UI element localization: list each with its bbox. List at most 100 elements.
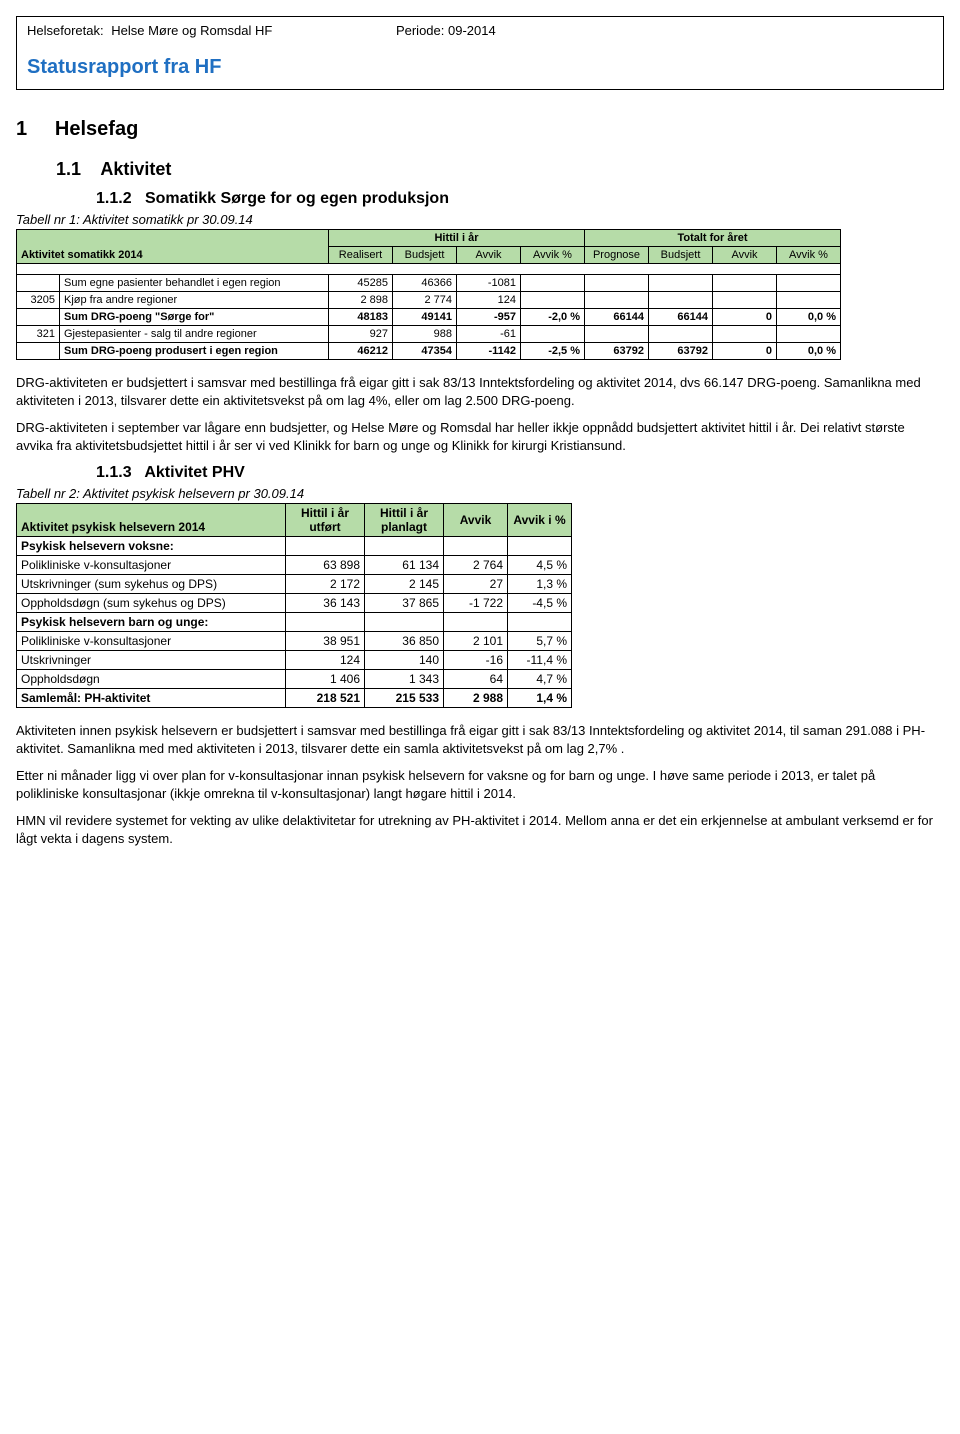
period-value: 09-2014 — [448, 23, 496, 38]
table-cell: 61 134 — [365, 556, 444, 575]
table-cell: 2 172 — [286, 575, 365, 594]
table-cell: 66144 — [649, 309, 713, 326]
table-row: Sum egne pasienter behandlet i egen regi… — [17, 275, 841, 292]
table-cell: 63792 — [649, 343, 713, 360]
table-1-col-7: Avvik % — [777, 247, 841, 264]
table-cell — [17, 309, 60, 326]
table-cell: Sum DRG-poeng produsert i egen region — [60, 343, 329, 360]
table-cell: -2,0 % — [521, 309, 585, 326]
table-cell: -2,5 % — [521, 343, 585, 360]
table-cell: 0 — [713, 343, 777, 360]
table-cell — [508, 613, 572, 632]
table-cell: 64 — [444, 670, 508, 689]
table-cell: 4,5 % — [508, 556, 572, 575]
table-cell — [521, 275, 585, 292]
table-cell — [649, 326, 713, 343]
table-cell: 321 — [17, 326, 60, 343]
table-cell — [286, 537, 365, 556]
table-row: Samlemål: PH-aktivitet218 521215 5332 98… — [17, 689, 572, 708]
table-cell: Oppholdsdøgn (sum sykehus og DPS) — [17, 594, 286, 613]
table-cell — [444, 613, 508, 632]
table-cell: -957 — [457, 309, 521, 326]
org-label: Helseforetak: — [27, 23, 104, 38]
table-row: Polikliniske v-konsultasjoner38 95136 85… — [17, 632, 572, 651]
table-cell: 140 — [365, 651, 444, 670]
table-row: Polikliniske v-konsultasjoner63 89861 13… — [17, 556, 572, 575]
table-cell — [585, 292, 649, 309]
table-cell — [508, 537, 572, 556]
table-cell — [713, 292, 777, 309]
table-cell: 124 — [286, 651, 365, 670]
table-cell: 2 988 — [444, 689, 508, 708]
table-cell: -4,5 % — [508, 594, 572, 613]
header-meta-line: Helseforetak: Helse Møre og Romsdal HF P… — [27, 23, 933, 38]
table-row: Psykisk helsevern voksne: — [17, 537, 572, 556]
table-cell — [521, 292, 585, 309]
table-cell: Psykisk helsevern voksne: — [17, 537, 286, 556]
table-1-col-3: Avvik % — [521, 247, 585, 264]
table-cell — [585, 275, 649, 292]
table-cell — [365, 613, 444, 632]
table-row: Psykisk helsevern barn og unge: — [17, 613, 572, 632]
subsub-1-1-3-number: 1.1.3 — [96, 464, 132, 481]
subsub-1-1-2-title: Somatikk Sørge for og egen produksjon — [145, 190, 449, 207]
table-row: Utskrivninger124140-16-11,4 % — [17, 651, 572, 670]
table-cell: 988 — [393, 326, 457, 343]
table-cell: 0,0 % — [777, 343, 841, 360]
table-2-main-label: Aktivitet psykisk helsevern 2014 — [17, 504, 286, 537]
table-cell: 5,7 % — [508, 632, 572, 651]
table-cell: -1142 — [457, 343, 521, 360]
table-cell: Samlemål: PH-aktivitet — [17, 689, 286, 708]
table-cell: Polikliniske v-konsultasjoner — [17, 556, 286, 575]
table-cell: 47354 — [393, 343, 457, 360]
header-box: Helseforetak: Helse Møre og Romsdal HF P… — [16, 16, 944, 90]
table-cell: 48183 — [329, 309, 393, 326]
table-cell: -11,4 % — [508, 651, 572, 670]
table-cell: Sum DRG-poeng "Sørge for" — [60, 309, 329, 326]
table-cell: 3205 — [17, 292, 60, 309]
table-cell — [713, 275, 777, 292]
table-1-col-5: Budsjett — [649, 247, 713, 264]
table-cell: Oppholdsdøgn — [17, 670, 286, 689]
org-value: Helse Møre og Romsdal HF — [111, 23, 272, 38]
table-2: Aktivitet psykisk helsevern 2014 Hittil … — [16, 503, 572, 708]
table-1-col-6: Avvik — [713, 247, 777, 264]
table-row: Utskrivninger (sum sykehus og DPS)2 1722… — [17, 575, 572, 594]
table-1-col-2: Avvik — [457, 247, 521, 264]
table-cell: Kjøp fra andre regioner — [60, 292, 329, 309]
table-1-main-label: Aktivitet somatikk 2014 — [17, 230, 329, 264]
table-cell: 0,0 % — [777, 309, 841, 326]
section-1-heading: 1 Helsefag — [16, 118, 944, 141]
table-cell: 36 143 — [286, 594, 365, 613]
table-cell: -16 — [444, 651, 508, 670]
table-cell: -1081 — [457, 275, 521, 292]
table-2-caption: Tabell nr 2: Aktivitet psykisk helsevern… — [16, 486, 944, 501]
section-1-title: Helsefag — [55, 118, 138, 140]
table-cell — [649, 275, 713, 292]
table-cell: 4,7 % — [508, 670, 572, 689]
table-cell: 215 533 — [365, 689, 444, 708]
table-cell: 927 — [329, 326, 393, 343]
table-1-spacer-row — [17, 264, 841, 275]
subsection-1-1-number: 1.1 — [56, 159, 81, 179]
paragraph-1: DRG-aktiviteten er budsjettert i samsvar… — [16, 374, 936, 409]
table-cell: Gjestepasienter - salg til andre regione… — [60, 326, 329, 343]
table-cell: 27 — [444, 575, 508, 594]
paragraph-4: Etter ni månader ligg vi over plan for v… — [16, 767, 936, 802]
table-cell: 124 — [457, 292, 521, 309]
table-cell: 63 898 — [286, 556, 365, 575]
table-cell: Utskrivninger — [17, 651, 286, 670]
table-cell: Sum egne pasienter behandlet i egen regi… — [60, 275, 329, 292]
table-cell — [649, 292, 713, 309]
table-1-col-1: Budsjett — [393, 247, 457, 264]
report-title: Statusrapport fra HF — [27, 56, 933, 79]
table-1-group-hittil: Hittil i år — [329, 230, 585, 247]
table-cell: Psykisk helsevern barn og unge: — [17, 613, 286, 632]
table-2-col-3: Avvik i % — [508, 504, 572, 537]
table-cell: 38 951 — [286, 632, 365, 651]
table-cell: 2 101 — [444, 632, 508, 651]
table-cell: 1 343 — [365, 670, 444, 689]
paragraph-5: HMN vil revidere systemet for vekting av… — [16, 812, 936, 847]
paragraph-2: DRG-aktiviteten i september var lågare e… — [16, 419, 936, 454]
subsection-1-1-title: Aktivitet — [100, 159, 171, 179]
